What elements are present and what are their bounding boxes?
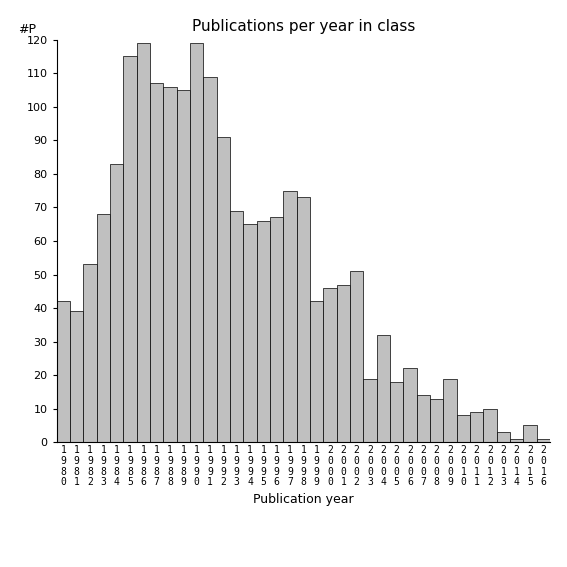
Bar [97,214,110,442]
Y-axis label: #P: #P [18,23,36,36]
Bar [497,432,510,442]
Bar [350,271,363,442]
Bar [70,311,83,442]
Bar [456,416,470,442]
Title: Publications per year in class: Publications per year in class [192,19,415,35]
Bar [204,77,217,442]
Bar [310,302,323,442]
Bar [57,302,70,442]
Bar [403,369,417,442]
X-axis label: Publication year: Publication year [253,493,354,506]
Bar [323,288,337,442]
Bar [190,43,204,442]
Bar [110,164,124,442]
Bar [483,409,497,442]
Bar [284,191,297,442]
Bar [270,218,284,442]
Bar [376,335,390,442]
Bar [430,399,443,442]
Bar [390,382,403,442]
Bar [337,285,350,442]
Bar [137,43,150,442]
Bar [124,57,137,442]
Bar [243,224,257,442]
Bar [217,137,230,442]
Bar [363,379,376,442]
Bar [177,90,190,442]
Bar [443,379,456,442]
Bar [536,439,550,442]
Bar [230,211,243,442]
Bar [470,412,483,442]
Bar [417,395,430,442]
Bar [297,197,310,442]
Bar [163,87,177,442]
Bar [150,83,163,442]
Bar [257,221,270,442]
Bar [83,264,97,442]
Bar [523,425,536,442]
Bar [510,439,523,442]
